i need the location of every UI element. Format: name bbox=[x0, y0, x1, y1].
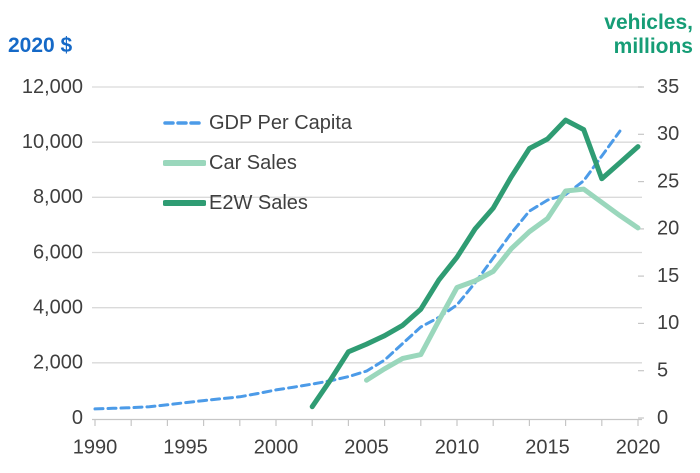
left-axis-tick-label: 8,000 bbox=[33, 186, 83, 208]
e2w-line-swatch-icon bbox=[163, 200, 206, 206]
right-axis-tick-label: 15 bbox=[657, 265, 679, 287]
series-line-e2w-sales bbox=[309, 117, 641, 410]
right-axis-tick-label: 5 bbox=[657, 359, 668, 381]
x-axis-tick-label: 2010 bbox=[435, 436, 480, 458]
series-line-car-sales bbox=[364, 186, 641, 383]
left-axis-tick-label: 10,000 bbox=[22, 131, 83, 153]
right-axis-tick-label: 35 bbox=[657, 76, 679, 98]
left-axis-title: 2020 $ bbox=[8, 34, 73, 57]
car-line-swatch-icon bbox=[163, 160, 206, 166]
legend-label-car: Car Sales bbox=[209, 151, 297, 174]
right-axis-tick-label: 30 bbox=[657, 123, 679, 145]
left-axis-tick-label: 12,000 bbox=[22, 76, 83, 98]
x-axis-tick-label: 2015 bbox=[525, 436, 570, 458]
x-axis-tick-label: 2005 bbox=[344, 436, 389, 458]
right-axis-tick-label: 0 bbox=[657, 407, 668, 429]
right-axis-tick-label: 20 bbox=[657, 218, 679, 240]
left-axis-tick-label: 6,000 bbox=[33, 241, 83, 263]
legend-item-gdp-per-capita: GDP Per Capita bbox=[163, 110, 352, 136]
legend-item-car-sales: Car Sales bbox=[163, 150, 352, 176]
right-axis-title-line2: millions bbox=[613, 35, 693, 58]
x-axis-tick-label: 1990 bbox=[73, 436, 118, 458]
series-line-gdp-per-capita bbox=[93, 129, 622, 411]
right-axis-tick-label: 10 bbox=[657, 312, 679, 334]
x-axis-tick-label: 2000 bbox=[254, 436, 299, 458]
right-axis-title: vehicles, millions bbox=[604, 11, 693, 59]
legend: GDP Per Capita Car Sales E2W Sales bbox=[163, 110, 352, 230]
legend-label-e2w: E2W Sales bbox=[209, 191, 308, 214]
legend-label-gdp: GDP Per Capita bbox=[209, 111, 353, 134]
legend-item-e2w-sales: E2W Sales bbox=[163, 190, 352, 216]
gdp-line-swatch-icon bbox=[163, 121, 206, 125]
right-axis-title-line1: vehicles, bbox=[604, 11, 693, 34]
left-axis-tick-label: 2,000 bbox=[33, 352, 83, 374]
right-axis-tick-label: 25 bbox=[657, 170, 679, 192]
left-axis-tick-label: 0 bbox=[72, 407, 83, 429]
x-axis-tick-label: 1995 bbox=[163, 436, 208, 458]
left-axis-tick-label: 4,000 bbox=[33, 296, 83, 318]
x-axis-tick-label: 2020 bbox=[616, 436, 661, 458]
